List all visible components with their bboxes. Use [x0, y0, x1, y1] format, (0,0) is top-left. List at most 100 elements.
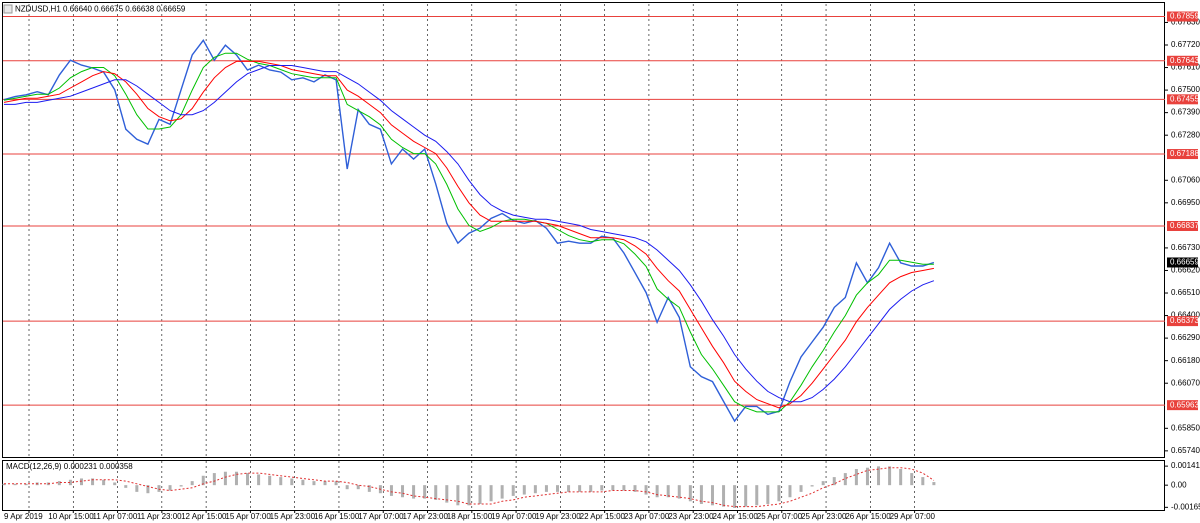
macd-bar	[24, 483, 28, 486]
macd-bar	[412, 485, 416, 499]
macd-bar	[489, 485, 493, 502]
macd-bar	[312, 481, 316, 486]
y-tick-label: 0.67060	[1171, 175, 1200, 184]
level-box	[1167, 55, 1198, 66]
symbol-icon	[3, 4, 13, 14]
macd-bar	[843, 473, 847, 486]
x-tick-label: 18 Apr 15:00	[447, 512, 493, 521]
y-tick-label: 0.66730	[1171, 243, 1200, 252]
macd-bar	[223, 471, 227, 486]
macd-bar	[445, 485, 449, 503]
macd-bar	[899, 469, 903, 486]
macd-bar	[13, 483, 17, 486]
macd-bar	[268, 475, 272, 486]
macd-bar	[710, 485, 714, 506]
y-tick-label: 0.65850	[1171, 423, 1200, 432]
macd-bar	[644, 485, 648, 495]
macd-bar	[201, 475, 205, 486]
macd-bar	[500, 485, 504, 499]
macd-bar	[877, 466, 881, 486]
macd-bar	[556, 485, 559, 492]
x-tick-label: 19 Apr 07:00	[491, 512, 537, 521]
macd-bar	[766, 485, 770, 504]
y-tick-label: 0.001418	[1171, 461, 1200, 470]
x-tick-label: 23 Apr 23:00	[668, 512, 714, 521]
macd-bar	[888, 466, 892, 486]
macd-bar	[345, 485, 349, 490]
x-tick-label: 19 Apr 23:00	[535, 512, 581, 521]
x-tick-label: 25 Apr 07:00	[757, 512, 803, 521]
y-tick-label: 0.66180	[1171, 356, 1200, 365]
x-tick-label: 15 Apr 23:00	[270, 512, 316, 521]
x-tick-label: 15 Apr 07:00	[225, 512, 271, 521]
macd-bar	[544, 485, 548, 492]
x-tick-label: 25 Apr 23:00	[801, 512, 847, 521]
y-tick-label: 0.66290	[1171, 333, 1200, 342]
level-label: 0.65963	[1170, 400, 1199, 409]
macd-bar	[578, 485, 582, 492]
y-tick-label: 0.67610	[1171, 63, 1200, 72]
macd-bar	[511, 485, 515, 496]
macd-bar	[367, 485, 371, 492]
macd-bar	[212, 473, 216, 486]
macd-bar	[124, 485, 128, 488]
macd-bar	[401, 485, 405, 498]
macd-bar	[434, 485, 438, 500]
x-tick-label: 9 Apr 2019	[4, 512, 43, 521]
y-tick-label: 0.66620	[1171, 266, 1200, 275]
macd-bar	[423, 485, 427, 499]
macd-bar	[290, 478, 294, 486]
y-tick-label: 0.67500	[1171, 85, 1200, 94]
macd-bar	[146, 485, 150, 494]
macd-bar	[611, 485, 615, 491]
level-label: 0.67455	[1170, 94, 1199, 103]
macd-bar	[323, 481, 327, 486]
level-box	[1167, 220, 1198, 231]
level-box	[1167, 94, 1198, 105]
macd-bar	[865, 467, 869, 486]
macd-bar	[832, 477, 836, 486]
y-tick-label: 0.66950	[1171, 198, 1200, 207]
macd-bar	[135, 485, 139, 492]
level-label: 0.66373	[1170, 316, 1199, 325]
macd-bar	[91, 478, 95, 486]
price-box	[1167, 257, 1198, 268]
macd-bar	[755, 485, 759, 506]
y-tick-label: 0.67720	[1171, 40, 1200, 49]
macd-bar	[600, 485, 604, 491]
x-tick-label: 17 Apr 07:00	[358, 512, 404, 521]
series-line	[4, 65, 935, 403]
macd-bar	[589, 485, 593, 492]
chart-title: NZDUSD,H1 0.66640 0.66675 0.66638 0.6665…	[15, 5, 186, 14]
macd-bar	[666, 485, 670, 498]
level-box	[1167, 400, 1198, 411]
y-tick-label: 0.67830	[1171, 18, 1200, 27]
macd-bar	[910, 473, 914, 486]
y-tick-label: 0.66510	[1171, 288, 1200, 297]
macd-bar	[2, 483, 6, 486]
macd-bar	[478, 485, 482, 504]
macd-bar	[279, 477, 283, 486]
level-label: 0.66837	[1170, 221, 1199, 230]
macd-bar	[334, 481, 338, 486]
macd-bar	[810, 485, 814, 487]
macd-panel	[2, 460, 1165, 511]
macd-bar	[799, 485, 803, 492]
level-label: 0.67859	[1170, 12, 1199, 21]
macd-bar	[79, 478, 83, 486]
y-tick-label: 0.66400	[1171, 311, 1200, 320]
macd-bar	[68, 479, 72, 486]
x-tick-label: 29 Apr 07:00	[890, 512, 936, 521]
macd-bar	[246, 473, 250, 486]
macd-bar	[257, 474, 261, 486]
macd-bar	[921, 477, 925, 486]
level-box	[1167, 11, 1198, 22]
level-label: 0.67188	[1170, 149, 1199, 158]
x-tick-label: 24 Apr 15:00	[712, 512, 758, 521]
macd-bar	[456, 485, 460, 506]
level-box	[1167, 149, 1198, 160]
macd-bar	[522, 485, 526, 495]
